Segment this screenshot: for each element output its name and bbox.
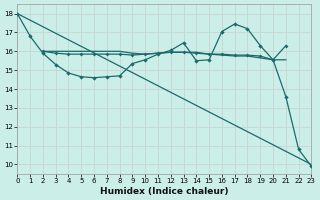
X-axis label: Humidex (Indice chaleur): Humidex (Indice chaleur)	[100, 187, 228, 196]
